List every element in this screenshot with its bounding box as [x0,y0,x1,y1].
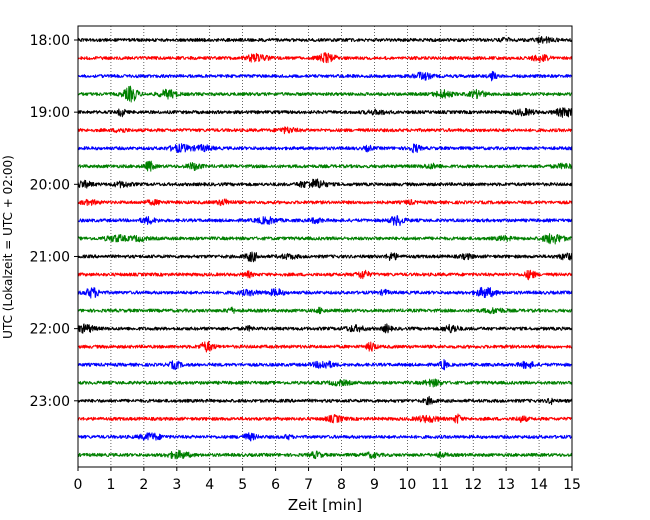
trace-line [77,233,573,245]
x-tick-label: 7 [304,477,313,493]
y-tick-label: 21:00 [30,249,70,265]
x-tick-label: 14 [530,477,548,493]
trace-line [77,413,573,424]
x-tick-label: 8 [337,477,346,493]
y-tick-label: 18:00 [30,33,70,49]
trace-line [77,432,573,442]
x-tick-label: 5 [238,477,247,493]
y-tick-label: 22:00 [30,322,70,338]
trace-line [77,306,573,315]
trace-line [77,70,573,82]
trace-line [77,143,573,154]
trace-line [77,286,573,299]
x-tick-label: 13 [497,477,515,493]
y-axis-label: UTC (Lokalzeit = UTC + 02:00) [1,155,15,339]
x-axis-ticks: 0 1 2 3 4 5 6 7 8 9 10 11 12 13 14 15 [74,467,581,493]
trace-line [77,449,573,460]
trace-line [77,340,573,353]
trace-line [77,198,573,207]
y-tick-label: 19:00 [30,105,70,121]
y-tick-label: 23:00 [30,394,70,410]
trace-line [77,160,573,172]
y-tick-label: 20:00 [30,177,70,193]
x-tick-label: 11 [431,477,449,493]
x-tick-label: 4 [205,477,214,493]
trace-line [77,251,573,263]
x-tick-label: 12 [464,477,482,493]
x-tick-label: 0 [74,477,83,493]
x-tick-label: 1 [106,477,115,493]
trace-line [77,395,573,406]
x-tick-label: 15 [563,477,581,493]
trace-line [77,52,573,64]
trace-line [77,35,573,44]
trace-layer [77,35,573,460]
trace-line [77,214,573,227]
trace-line [77,378,573,388]
x-tick-label: 3 [172,477,181,493]
x-tick-label: 10 [398,477,416,493]
x-tick-label: 6 [271,477,280,493]
trace-line [77,269,573,281]
x-tick-label: 2 [139,477,148,493]
trace-line [77,178,573,189]
trace-line [77,323,573,334]
trace-line [77,126,573,135]
x-axis-label: Zeit [min] [288,496,362,514]
trace-line [77,107,573,118]
plot-frame [77,25,573,468]
trace-line [77,85,573,103]
x-tick-label: 9 [370,477,379,493]
y-axis-ticks: 18:00 19:00 20:00 21:00 22:00 23:00 [30,33,78,410]
trace-line [77,359,573,371]
